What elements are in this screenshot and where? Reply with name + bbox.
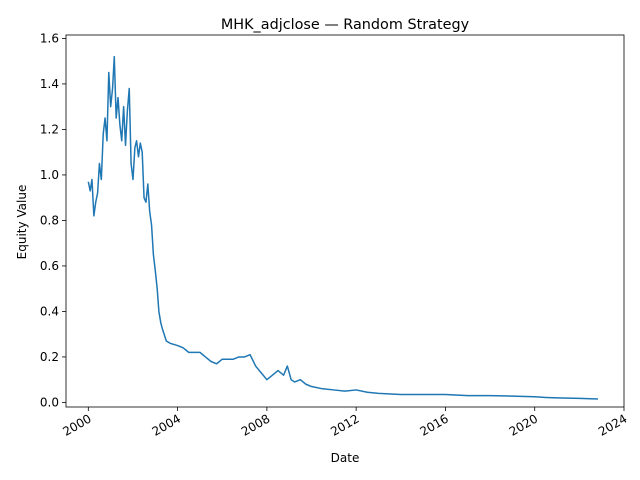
y-tick-label: 1.2 (40, 122, 59, 136)
y-tick-label: 0.2 (40, 350, 59, 364)
y-axis-label: Equity Value (15, 185, 29, 260)
y-tick-label: 0.8 (40, 213, 59, 227)
y-tick-label: 0.6 (40, 259, 59, 273)
x-axis-label: Date (331, 451, 360, 465)
y-tick-label: 1.0 (40, 168, 59, 182)
series-line-0 (87, 55, 598, 400)
y-tick-label: 1.4 (40, 77, 59, 91)
y-tick-label: 0.0 (40, 395, 59, 409)
y-tick-label: 1.6 (40, 31, 59, 45)
chart-title: MHK_adjclose — Random Strategy (221, 17, 470, 33)
y-tick-label: 0.4 (40, 304, 59, 318)
axes-frame (65, 34, 625, 408)
